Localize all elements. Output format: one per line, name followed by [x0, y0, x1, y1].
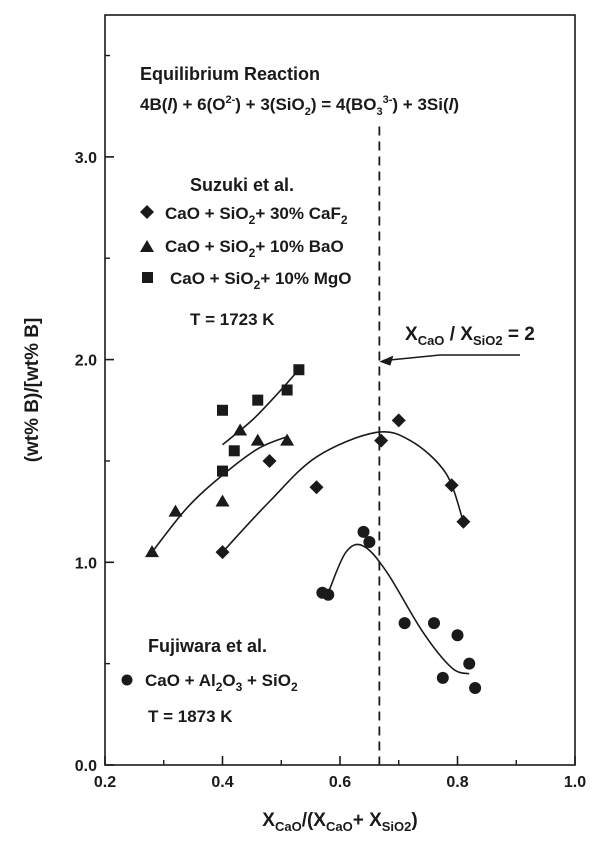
data-point-triangle: [168, 504, 183, 517]
y-axis-label: (wt% B)/[wt% B]: [22, 318, 43, 463]
reference-label: XCaO / XSiO2 = 2: [405, 324, 535, 348]
reference-arrow: [383, 354, 520, 362]
data-point-square: [217, 465, 228, 477]
data-point-diamond: [262, 453, 277, 468]
data-point-circle: [463, 657, 476, 670]
y-tick-label: 2.0: [75, 353, 97, 370]
data-points: [145, 364, 482, 694]
data-point-circle: [451, 629, 464, 642]
data-point-diamond: [215, 545, 230, 560]
fit-curve-circle: [327, 543, 470, 675]
x-tick-label: 1.0: [564, 774, 586, 791]
data-point-circle: [357, 525, 370, 538]
legend-marker-diamond: [140, 205, 154, 219]
data-point-circle: [428, 617, 440, 630]
data-point-triangle: [145, 545, 159, 558]
data-point-circle: [398, 617, 411, 630]
data-point-circle: [436, 671, 449, 684]
legend-item-caf2: CaO + SiO2+ 30% CaF2: [140, 204, 348, 227]
x-axis-label: XCaO/(XCaO+ XSiO2): [262, 810, 417, 834]
data-point-diamond: [444, 478, 459, 493]
suzuki-heading: Suzuki et al.: [190, 175, 294, 195]
data-point-square: [293, 364, 305, 376]
data-point-diamond: [391, 413, 406, 428]
fit-curve-square: [221, 369, 300, 446]
data-point-square: [228, 445, 240, 457]
reaction-title: Equilibrium Reaction: [140, 64, 320, 84]
legend-label-mgo: CaO + SiO2+ 10% MgO: [170, 269, 351, 292]
legend-marker-circle: [121, 674, 133, 686]
legend-marker-triangle: [140, 240, 154, 252]
x-tick-label: 0.4: [211, 774, 233, 791]
legend-item-al2o3: CaO + Al2O3 + SiO2: [121, 671, 298, 694]
fit-curves: [151, 369, 470, 675]
reaction-equation: 4B(l) + 6(O2-) + 3(SiO2) = 4(BO33-) + 3S…: [140, 94, 459, 118]
legend-label-bao: CaO + SiO2+ 10% BaO: [165, 237, 344, 260]
data-point-triangle: [280, 433, 295, 446]
y-axis-ticks: 0.0 1.0 2.0 3.0: [75, 54, 114, 775]
fujiwara-temperature: T = 1873 K: [148, 707, 233, 726]
data-point-square: [217, 404, 228, 416]
fit-curve-triangle: [151, 435, 288, 553]
data-point-circle: [322, 588, 335, 601]
data-point-diamond: [309, 480, 324, 495]
y-tick-label: 3.0: [75, 150, 97, 167]
reference-arrowhead: [379, 355, 394, 366]
x-axis-ticks: 0.2 0.4 0.6 0.8 1.0: [94, 756, 586, 791]
data-point-triangle: [215, 494, 230, 507]
legend-marker-square: [142, 272, 153, 283]
legend-label-caf2: CaO + SiO2+ 30% CaF2: [165, 204, 348, 227]
data-point-square: [281, 384, 293, 396]
suzuki-temperature: T = 1723 K: [190, 310, 275, 329]
x-tick-label: 0.8: [446, 774, 468, 791]
data-point-circle: [363, 536, 376, 549]
fit-curve-diamond: [221, 430, 465, 553]
data-point-triangle: [233, 423, 248, 436]
y-tick-label: 1.0: [75, 555, 97, 572]
y-tick-label: 0.0: [75, 758, 97, 775]
data-point-square: [252, 394, 264, 406]
data-point-triangle: [250, 433, 265, 446]
fujiwara-heading: Fujiwara et al.: [148, 636, 267, 656]
x-tick-label: 0.2: [94, 774, 116, 791]
x-tick-label: 0.6: [329, 774, 351, 791]
legend-item-bao: CaO + SiO2+ 10% BaO: [140, 237, 344, 260]
legend-item-mgo: CaO + SiO2+ 10% MgO: [142, 269, 351, 292]
data-point-diamond: [456, 514, 471, 529]
legend-label-al2o3: CaO + Al2O3 + SiO2: [145, 671, 298, 694]
data-point-circle: [469, 681, 482, 694]
data-point-diamond: [374, 433, 389, 448]
